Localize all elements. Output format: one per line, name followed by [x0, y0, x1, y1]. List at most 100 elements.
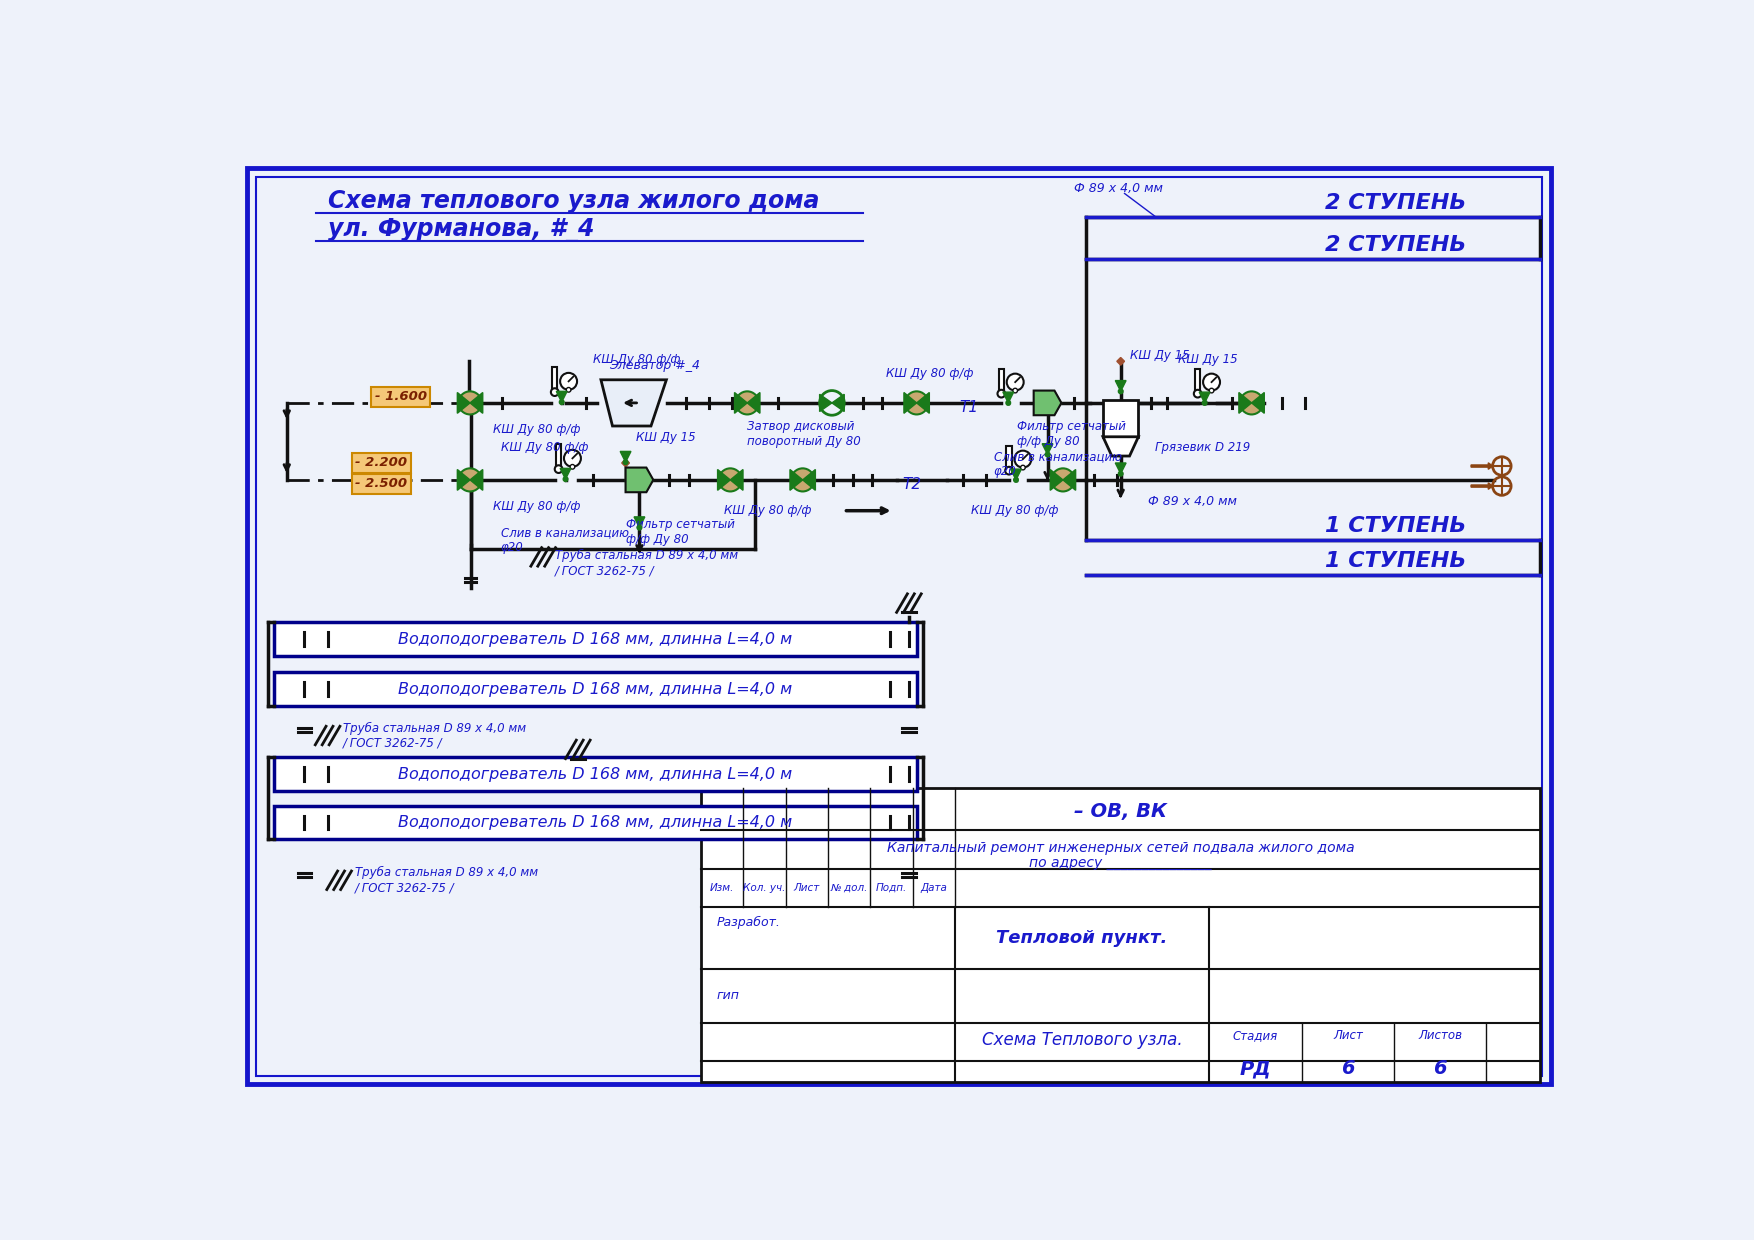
Polygon shape	[1063, 470, 1075, 490]
Polygon shape	[730, 470, 744, 490]
Text: 1 СТУПЕНЬ: 1 СТУПЕНЬ	[1324, 516, 1466, 536]
Polygon shape	[917, 393, 930, 413]
Circle shape	[1014, 450, 1031, 467]
Text: 1 СТУПЕНЬ: 1 СТУПЕНЬ	[1324, 551, 1466, 570]
Polygon shape	[1238, 393, 1252, 413]
Bar	[556, 444, 561, 466]
Polygon shape	[560, 469, 570, 479]
Text: по адресу _______________: по адресу _______________	[1030, 857, 1212, 870]
Circle shape	[637, 526, 642, 529]
Circle shape	[458, 469, 482, 491]
Circle shape	[565, 450, 581, 466]
Text: 2 СТУПЕНЬ: 2 СТУПЕНЬ	[1324, 192, 1466, 213]
Circle shape	[1119, 471, 1123, 476]
Circle shape	[1240, 392, 1263, 414]
Polygon shape	[903, 393, 917, 413]
Polygon shape	[458, 470, 470, 490]
Text: Дата: Дата	[921, 883, 947, 893]
Text: Капитальный ремонт инженерных сетей подвала жилого дома: Капитальный ремонт инженерных сетей подв…	[888, 841, 1354, 854]
Text: КШ Ду 80 ф/ф: КШ Ду 80 ф/ф	[970, 505, 1058, 517]
Circle shape	[735, 392, 759, 414]
Polygon shape	[803, 470, 816, 490]
Bar	[998, 370, 1003, 391]
Polygon shape	[1042, 444, 1052, 455]
Polygon shape	[819, 394, 844, 412]
Text: Труба стальная D 89 х 4,0 мм
/ ГОСТ 3262-75 /: Труба стальная D 89 х 4,0 мм / ГОСТ 3262…	[344, 722, 526, 750]
Circle shape	[1194, 389, 1201, 398]
Bar	[274, 758, 917, 791]
Text: Подп.: Подп.	[875, 883, 907, 893]
Text: КШ Ду 15: КШ Ду 15	[1130, 348, 1189, 362]
Polygon shape	[735, 393, 747, 413]
Text: - 1.600: - 1.600	[375, 391, 426, 403]
Polygon shape	[1103, 436, 1138, 456]
Polygon shape	[1116, 381, 1126, 392]
Polygon shape	[621, 451, 631, 463]
Polygon shape	[470, 393, 482, 413]
Text: гип: гип	[716, 990, 738, 1002]
Text: – ОВ, ВК: – ОВ, ВК	[1073, 801, 1166, 821]
Circle shape	[1051, 469, 1075, 491]
Bar	[702, 787, 1540, 1083]
Circle shape	[1045, 453, 1051, 456]
Polygon shape	[747, 393, 759, 413]
Bar	[274, 622, 917, 656]
Polygon shape	[633, 517, 645, 528]
Polygon shape	[470, 470, 482, 490]
Polygon shape	[602, 379, 667, 427]
Text: Стадия: Стадия	[1233, 1029, 1279, 1043]
Bar	[553, 367, 558, 389]
Circle shape	[905, 392, 928, 414]
Polygon shape	[1200, 392, 1210, 403]
Text: Водоподогреватель D 168 мм, длинна L=4,0 м: Водоподогреватель D 168 мм, длинна L=4,0…	[398, 682, 793, 697]
Circle shape	[1014, 477, 1019, 482]
Circle shape	[791, 469, 814, 491]
Text: Грязевик D 219: Грязевик D 219	[1156, 441, 1251, 454]
Text: КШ Ду 80 ф/ф: КШ Ду 80 ф/ф	[886, 367, 973, 381]
Text: 6: 6	[1342, 1059, 1354, 1079]
Circle shape	[567, 387, 570, 392]
Text: Труба стальная D 89 х 4,0 мм
/ ГОСТ 3262-75 /: Труба стальная D 89 х 4,0 мм / ГОСТ 3262…	[554, 549, 738, 577]
Text: Кол. уч.: Кол. уч.	[744, 883, 786, 893]
Text: Элеватор #_4: Элеватор #_4	[609, 360, 700, 372]
Bar	[274, 806, 917, 839]
Text: Изм.: Изм.	[710, 883, 733, 893]
Polygon shape	[1117, 357, 1124, 365]
Circle shape	[560, 373, 577, 389]
Polygon shape	[1010, 469, 1021, 480]
Text: КШ Ду 80 ф/ф: КШ Ду 80 ф/ф	[724, 505, 812, 517]
Circle shape	[560, 399, 565, 404]
Text: Схема теплового узла жилого дома: Схема теплового узла жилого дома	[328, 190, 819, 213]
Circle shape	[1201, 401, 1207, 405]
Bar	[1194, 370, 1200, 391]
Text: Водоподогреватель D 168 мм, длинна L=4,0 м: Водоподогреватель D 168 мм, длинна L=4,0…	[398, 815, 793, 830]
Text: КШ Ду 15: КШ Ду 15	[1179, 353, 1238, 366]
Bar	[1007, 446, 1012, 467]
Circle shape	[551, 388, 558, 396]
Text: - 2.200: - 2.200	[356, 456, 407, 470]
Circle shape	[1012, 388, 1017, 393]
Text: Листов: Листов	[1419, 1029, 1463, 1043]
Circle shape	[570, 465, 575, 469]
Text: Ф 89 х 4,0 мм: Ф 89 х 4,0 мм	[1075, 182, 1163, 196]
Text: 6: 6	[1433, 1059, 1447, 1079]
Circle shape	[1021, 465, 1024, 470]
Circle shape	[719, 469, 742, 491]
Text: 2 СТУПЕНЬ: 2 СТУПЕНЬ	[1324, 236, 1466, 255]
Circle shape	[458, 392, 482, 414]
Text: Труба стальная D 89 х 4,0 мм
/ ГОСТ 3262-75 /: Труба стальная D 89 х 4,0 мм / ГОСТ 3262…	[354, 867, 538, 894]
Text: Лист: Лист	[1333, 1029, 1363, 1043]
Text: № дол.: № дол.	[830, 883, 868, 893]
Circle shape	[554, 465, 563, 472]
Text: КШ Ду 80 ф/ф: КШ Ду 80 ф/ф	[493, 501, 581, 513]
Circle shape	[1005, 466, 1012, 475]
Bar	[274, 672, 917, 707]
Text: Лист: Лист	[793, 883, 819, 893]
Circle shape	[1007, 373, 1024, 391]
Polygon shape	[1033, 391, 1061, 415]
Text: ул. Фурманова, #_4: ул. Фурманова, #_4	[328, 218, 595, 242]
Text: Ф 89 х 4,0 мм: Ф 89 х 4,0 мм	[1147, 495, 1237, 508]
Polygon shape	[789, 470, 803, 490]
Polygon shape	[717, 470, 730, 490]
Text: КШ Ду 80 ф/ф: КШ Ду 80 ф/ф	[493, 423, 581, 436]
